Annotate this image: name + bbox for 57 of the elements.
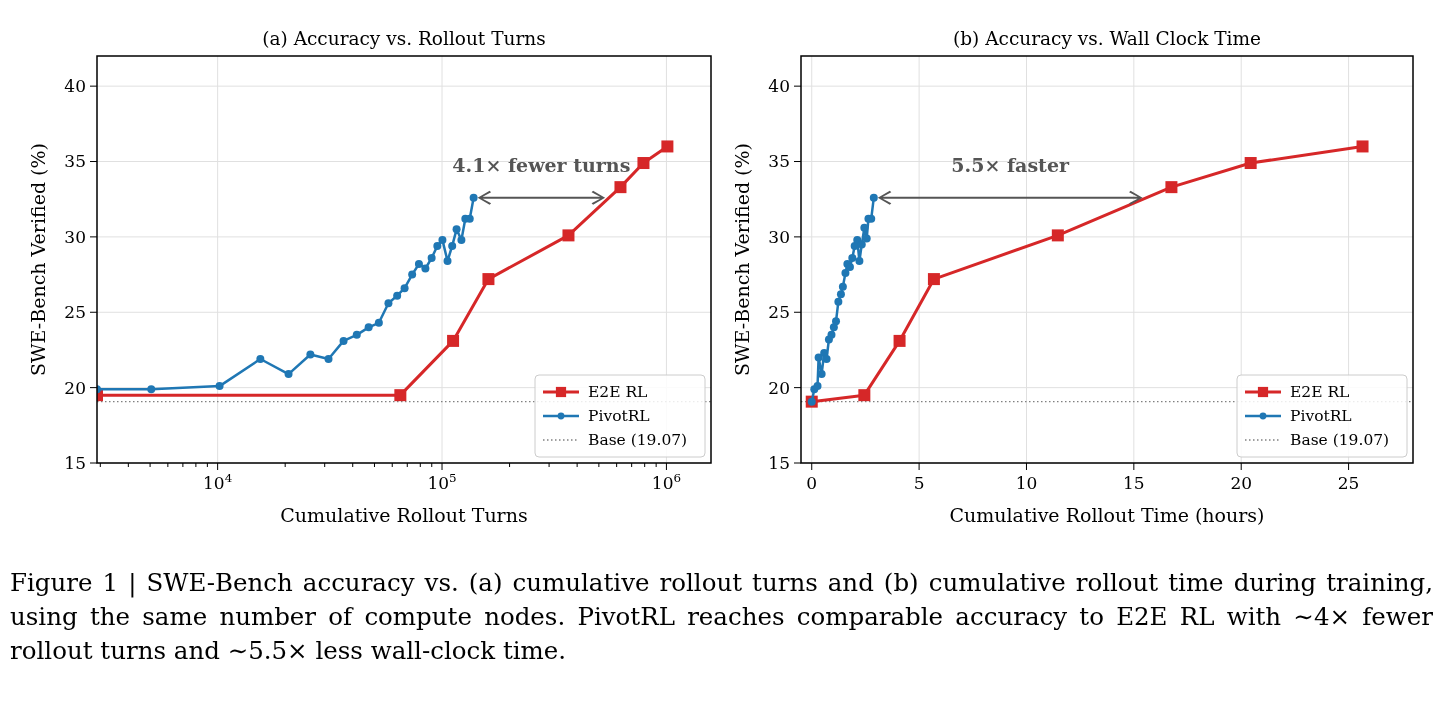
point xyxy=(862,234,871,243)
point xyxy=(834,297,843,306)
y-axis-title: SWE-Bench Verified (%) xyxy=(27,143,49,376)
x-tick-label: 0 xyxy=(806,473,818,493)
x-tick-label: 15 xyxy=(1123,473,1145,493)
x-tick-label: 20 xyxy=(1230,473,1253,493)
x-tick-label: 25 xyxy=(1337,473,1360,493)
x-tick-label: 10$^{6}$ xyxy=(651,471,682,493)
point xyxy=(858,389,871,402)
point xyxy=(838,282,847,291)
legend-label: PivotRL xyxy=(588,407,650,426)
y-tick-label: 35 xyxy=(768,151,790,172)
y-tick-label: 35 xyxy=(64,151,86,172)
legend-label: Base (19.07) xyxy=(588,431,688,450)
point xyxy=(869,193,878,202)
chart-title: (a) Accuracy vs. Rollout Turns xyxy=(262,28,546,49)
point xyxy=(832,317,840,326)
y-tick-label: 15 xyxy=(768,452,790,473)
x-tick-label: 10$^{4}$ xyxy=(203,471,233,493)
point xyxy=(893,334,906,347)
point xyxy=(1051,229,1064,242)
y-tick-label: 25 xyxy=(64,302,86,323)
x-tick-label: 10$^{5}$ xyxy=(427,471,457,493)
point xyxy=(814,353,823,362)
y-tick-label: 25 xyxy=(768,302,790,323)
legend-label: E2E RL xyxy=(588,383,648,402)
y-tick-label: 20 xyxy=(768,377,790,398)
y-axis-title: SWE-Bench Verified (%) xyxy=(731,143,753,376)
x-tick-label: 5 xyxy=(913,473,925,493)
legend-label: E2E RL xyxy=(1290,383,1350,402)
legend-label: PivotRL xyxy=(1290,407,1352,426)
point xyxy=(1356,140,1369,153)
point xyxy=(827,330,836,339)
point xyxy=(841,269,850,278)
point xyxy=(855,257,864,266)
y-tick-label: 40 xyxy=(64,76,86,97)
point xyxy=(836,290,845,299)
y-tick-label: 15 xyxy=(64,452,86,473)
y-tick-label: 20 xyxy=(64,377,86,398)
y-tick-label: 30 xyxy=(768,226,790,247)
point xyxy=(822,354,831,363)
x-tick-label: 10 xyxy=(1015,473,1038,493)
y-tick-label: 40 xyxy=(768,76,790,97)
point xyxy=(848,253,857,262)
caption: Figure 1 | SWE-Bench accuracy vs. (a) cumulative rollout turns and (b) cumulative rollout time during training, using the same number of compute nodes. PivotRL reaches comparable accuracy to E2E RL with ∼4× fewer rollout turns and ∼5.5× less wall-clock time. xyxy=(9,567,1434,667)
point xyxy=(1165,181,1178,194)
legend-label: Base (19.07) xyxy=(1290,431,1390,450)
point xyxy=(1244,157,1257,170)
x-axis-title: Cumulative Rollout Turns xyxy=(280,504,528,526)
y-tick-label: 30 xyxy=(64,226,86,247)
x-axis-title: Cumulative Rollout Time (hours) xyxy=(949,504,1265,526)
point xyxy=(853,235,862,244)
point xyxy=(927,273,940,286)
point xyxy=(860,223,869,232)
chart-title: (b) Accuracy vs. Wall Clock Time xyxy=(953,28,1262,49)
annotation: 5.5× faster xyxy=(951,153,1070,176)
annotation: 4.1× fewer turns xyxy=(452,153,631,176)
